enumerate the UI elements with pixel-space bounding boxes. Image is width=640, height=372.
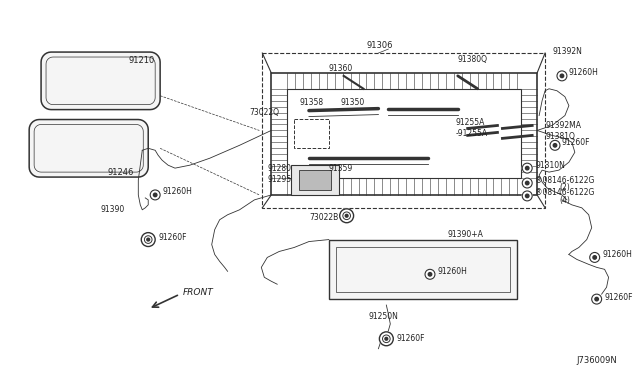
- Circle shape: [522, 163, 532, 173]
- Text: 91260H: 91260H: [569, 68, 599, 77]
- Polygon shape: [29, 119, 148, 177]
- Circle shape: [522, 178, 532, 188]
- Polygon shape: [291, 165, 339, 195]
- Text: 91390: 91390: [100, 205, 125, 214]
- Text: 91260H: 91260H: [603, 250, 632, 259]
- Text: J736009N: J736009N: [577, 356, 618, 365]
- Text: 91260H: 91260H: [162, 187, 192, 196]
- Circle shape: [345, 214, 348, 217]
- Text: -91255A: -91255A: [456, 129, 488, 138]
- Text: ®08146-6122G: ®08146-6122G: [535, 189, 595, 198]
- Text: 91310N: 91310N: [535, 161, 565, 170]
- Circle shape: [553, 144, 557, 147]
- Text: FRONT: FRONT: [183, 288, 214, 296]
- Text: ®08146-6122G: ®08146-6122G: [535, 176, 595, 185]
- Circle shape: [380, 332, 393, 346]
- Text: 91295: 91295: [268, 174, 291, 183]
- Text: 91250N: 91250N: [369, 312, 398, 321]
- Text: 91359: 91359: [329, 164, 353, 173]
- Text: 91350: 91350: [340, 98, 365, 107]
- Circle shape: [150, 190, 160, 200]
- Polygon shape: [299, 170, 331, 190]
- Circle shape: [592, 294, 602, 304]
- Circle shape: [522, 191, 532, 201]
- Circle shape: [425, 269, 435, 279]
- Text: 91210: 91210: [129, 57, 155, 65]
- Text: 91280: 91280: [268, 164, 291, 173]
- Text: (4): (4): [559, 196, 570, 205]
- Circle shape: [550, 140, 560, 150]
- Text: 73022B: 73022B: [309, 213, 338, 222]
- Text: 73022Q: 73022Q: [250, 108, 280, 117]
- Text: 91390+A: 91390+A: [448, 230, 484, 239]
- Circle shape: [147, 238, 150, 241]
- Circle shape: [385, 337, 388, 340]
- Circle shape: [141, 232, 155, 247]
- Text: 91260F: 91260F: [562, 138, 591, 147]
- Text: 91360: 91360: [329, 64, 353, 73]
- Text: 91260F: 91260F: [158, 233, 187, 242]
- Text: 91392N: 91392N: [552, 46, 582, 55]
- Text: 91392MA: 91392MA: [545, 121, 581, 130]
- Text: 91260H: 91260H: [438, 267, 468, 276]
- Circle shape: [154, 193, 157, 197]
- Text: 91246: 91246: [108, 168, 134, 177]
- Circle shape: [340, 209, 353, 223]
- Text: 91306: 91306: [367, 41, 393, 49]
- Text: 91381Q: 91381Q: [545, 132, 575, 141]
- Circle shape: [560, 74, 564, 78]
- Polygon shape: [41, 52, 160, 110]
- Text: (2): (2): [559, 183, 570, 192]
- Text: 91260F: 91260F: [396, 334, 425, 343]
- Circle shape: [593, 256, 596, 259]
- Text: 91260F: 91260F: [605, 293, 633, 302]
- Circle shape: [557, 71, 567, 81]
- Circle shape: [428, 273, 432, 276]
- Text: 91255A: 91255A: [456, 118, 485, 127]
- Circle shape: [589, 253, 600, 262]
- Circle shape: [525, 166, 529, 170]
- Circle shape: [595, 297, 598, 301]
- Text: 91358: 91358: [299, 98, 323, 107]
- Polygon shape: [329, 240, 517, 299]
- Circle shape: [525, 194, 529, 198]
- Circle shape: [525, 181, 529, 185]
- Text: 91380Q: 91380Q: [458, 55, 488, 64]
